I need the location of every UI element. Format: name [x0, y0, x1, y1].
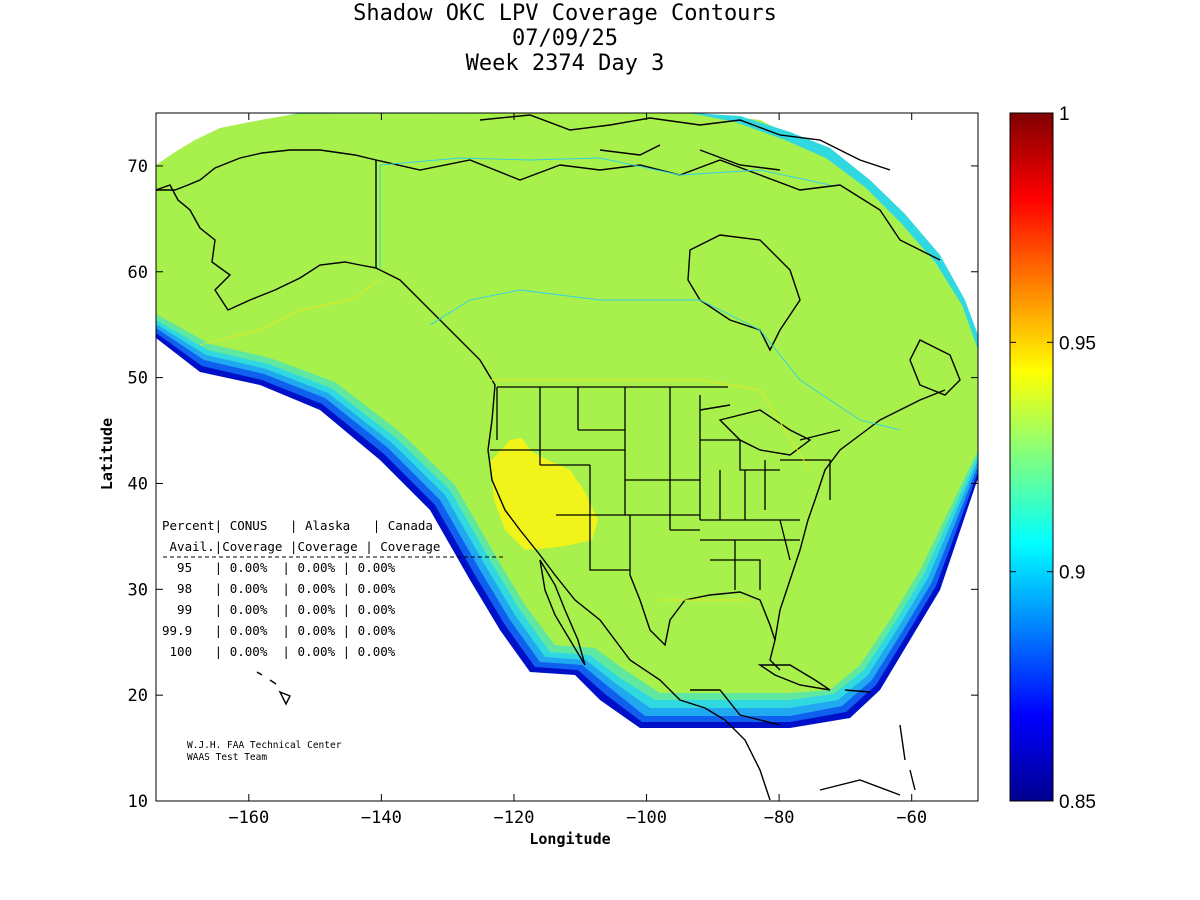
uncovered-ne-corner [700, 113, 978, 340]
y-tick-label: 60 [128, 263, 148, 283]
table-row-99-9: 99.9 | 0.00% | 0.00% | 0.00% [162, 623, 396, 638]
y-axis-ticks: 10 20 30 40 50 60 70 [128, 157, 978, 812]
table-row-100: 100 | 0.00% | 0.00% | 0.00% [162, 644, 396, 659]
coverage-contours [156, 113, 978, 801]
newfoundland-outline [909, 339, 961, 396]
x-tick-label: −120 [493, 808, 534, 828]
caribbean-outline [819, 689, 916, 796]
alaska-outline [156, 149, 377, 311]
cuba-outline [757, 664, 831, 691]
hudson-bay-outline [687, 234, 801, 352]
colorbar-tick-label: 0.85 [1059, 792, 1096, 813]
x-tick-label: −160 [228, 808, 269, 828]
table-row-98: 98 | 0.00% | 0.00% | 0.00% [162, 581, 396, 596]
arctic-islands [479, 114, 891, 171]
x-tick-label: −140 [361, 808, 402, 828]
coverage-ne-edge-band [690, 113, 978, 350]
coverage-table: Percent| CONUS | Alaska | Canada Avail.|… [162, 518, 503, 659]
credit-line-1: W.J.H. FAA Technical Center [187, 740, 342, 751]
coverage-high-region [490, 438, 598, 550]
hawaii-outline [256, 671, 291, 706]
coverage-main-region [156, 113, 978, 693]
y-axis-label: Latitude [98, 418, 116, 490]
y-tick-label: 10 [128, 792, 148, 812]
colorbar-tick-label: 1 [1059, 104, 1070, 125]
central-america-outline [690, 689, 781, 801]
y-tick-label: 40 [128, 474, 148, 494]
colorbar-tick-label: 0.95 [1059, 333, 1096, 354]
x-tick-label: −60 [896, 808, 927, 828]
y-tick-label: 30 [128, 580, 148, 600]
uncovered-south [156, 340, 978, 801]
east-coast-outline [774, 389, 946, 641]
table-header-2: Avail.|Coverage |Coverage | Coverage [162, 539, 440, 554]
table-row-99: 99 | 0.00% | 0.00% | 0.00% [162, 602, 396, 617]
us-state-borders [490, 386, 841, 590]
credit-line-2: WAAS Test Team [187, 752, 267, 763]
axes-frame [155, 112, 979, 802]
region-boundaries [199, 157, 901, 601]
colorbar-ticks: 0.85 0.9 0.95 1 [1010, 104, 1096, 813]
colorbar-tick-label: 0.9 [1059, 563, 1085, 584]
west-coast-outline [375, 267, 706, 709]
y-tick-label: 20 [128, 686, 148, 706]
x-tick-label: −80 [764, 808, 795, 828]
table-row-95: 95 | 0.00% | 0.00% | 0.00% [162, 560, 396, 575]
title-line-3: Week 2374 Day 3 [465, 51, 665, 76]
title-line-1: Shadow OKC LPV Coverage Contours [353, 1, 777, 26]
y-tick-label: 50 [128, 369, 148, 389]
great-lakes-outline [699, 404, 812, 456]
title-line-2: 07/09/25 [512, 26, 618, 51]
colorbar [1009, 112, 1054, 802]
uncovered-nw-corner [156, 113, 300, 165]
baja-outline [539, 559, 586, 666]
x-axis-ticks: −160 −140 −120 −100 −80 −60 [228, 113, 927, 828]
y-tick-label: 70 [128, 157, 148, 177]
x-axis-label: Longitude [529, 830, 610, 848]
table-header-1: Percent| CONUS | Alaska | Canada [162, 518, 433, 533]
x-tick-label: −100 [626, 808, 667, 828]
